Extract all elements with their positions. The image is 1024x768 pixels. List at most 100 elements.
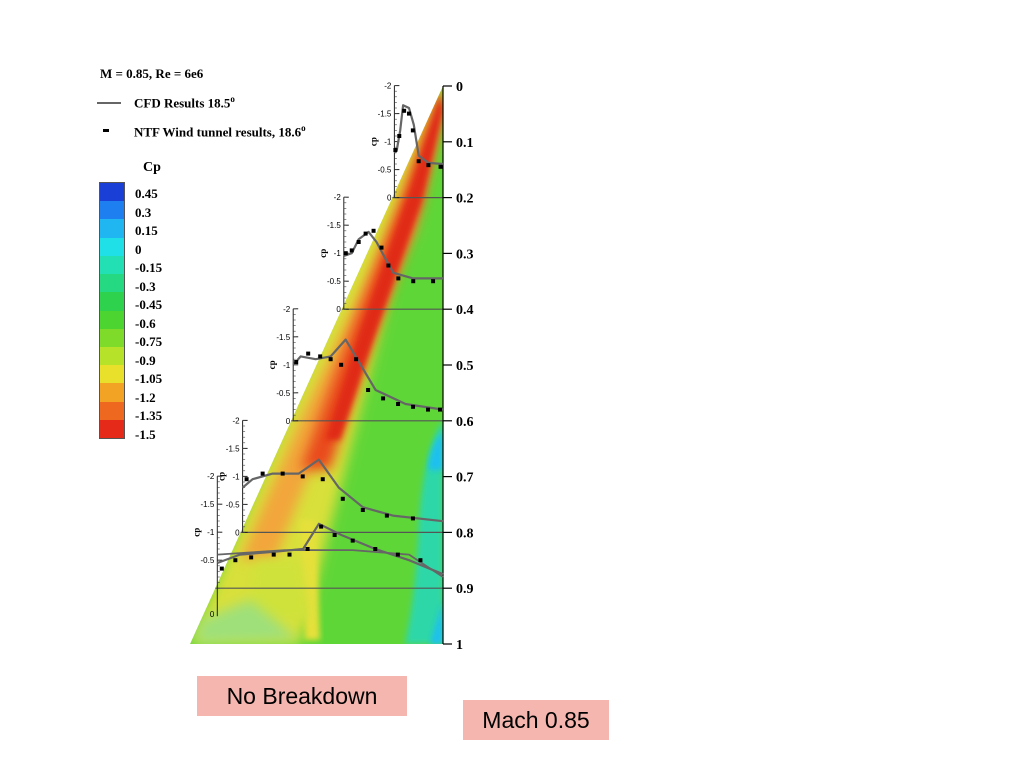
colorbar-band xyxy=(100,201,124,220)
colorbar-band xyxy=(100,255,124,275)
ntf-point xyxy=(371,228,376,233)
ntf-point xyxy=(360,508,365,512)
cp-tick-label: -1 xyxy=(207,528,215,537)
ntf-point xyxy=(438,407,443,412)
legend-header: M = 0.85, Re = 6e6 xyxy=(100,66,204,81)
cp-tick-label: -1 xyxy=(232,472,240,481)
cp-tick-label: -2 xyxy=(232,416,240,425)
ntf-point xyxy=(233,558,238,563)
ntf-point xyxy=(328,357,333,362)
ntf-point xyxy=(418,558,423,563)
cp-tick-label: -2 xyxy=(283,305,291,314)
cfd-line xyxy=(343,230,443,280)
ntf-point xyxy=(318,354,323,359)
eta-tick-label: 0.4 xyxy=(456,303,474,318)
cp-tick-label: 0 xyxy=(286,417,291,426)
cp-axis-label: cp xyxy=(318,249,328,258)
ntf-point xyxy=(363,231,368,236)
eta-tick-label: 0 xyxy=(456,80,463,95)
cp-tick-label: -0.5 xyxy=(378,166,392,175)
ntf-point xyxy=(426,163,431,168)
eta-tick-label: 0.8 xyxy=(456,526,474,541)
cp-axis-label: cp xyxy=(368,137,378,146)
cp-tick-label: -2 xyxy=(334,193,342,202)
eta-tick-label: 0.9 xyxy=(456,582,474,597)
cfd-line xyxy=(241,458,444,523)
eta-tick-label: 0.2 xyxy=(456,192,474,207)
ntf-legend-marker xyxy=(103,129,109,132)
ntf-point xyxy=(416,159,421,164)
cp-tick-label: -2 xyxy=(207,472,215,481)
colorbar-level-label: 0.45 xyxy=(135,186,158,201)
ntf-point xyxy=(410,128,415,133)
eta-tick-label: 0.3 xyxy=(456,247,474,262)
cp-tick-label: -1 xyxy=(384,138,392,147)
colorbar-level-label: -0.9 xyxy=(135,352,156,368)
ntf-point xyxy=(396,402,401,406)
ntf-point xyxy=(393,148,398,152)
colorbar-band xyxy=(100,183,124,202)
cp-tick-label: 0 xyxy=(336,305,341,314)
ntf-point xyxy=(319,524,324,529)
cp-tick-label: 0 xyxy=(387,194,392,203)
ntf-point xyxy=(379,245,384,250)
ntf-point xyxy=(411,279,416,284)
ntf-point xyxy=(294,360,299,364)
cp-tick-label: -0.5 xyxy=(327,277,341,286)
ntf-point xyxy=(343,251,348,256)
colorbar-level-label: -1.2 xyxy=(135,389,156,405)
cp-tick-label: 0 xyxy=(210,610,215,619)
ntf-legend-label: NTF Wind tunnel results, 18.6o xyxy=(134,123,306,140)
colorbar-level-label: -1.05 xyxy=(135,371,163,386)
colorbar-band xyxy=(100,310,124,330)
colorbar-band xyxy=(100,219,124,239)
colorbar-band xyxy=(100,292,124,311)
colorbar-band xyxy=(100,328,124,348)
no-breakdown-label: No Breakdown xyxy=(197,676,407,716)
ntf-point xyxy=(411,404,416,409)
cp-axis-label: cp xyxy=(191,528,201,537)
ntf-point xyxy=(306,351,311,356)
colorbar-title: Cp xyxy=(143,160,161,175)
cp-tick-label: -0.5 xyxy=(276,389,290,398)
ntf-point xyxy=(384,513,389,518)
ntf-point xyxy=(386,263,391,268)
colorbar-level-label: -0.75 xyxy=(135,334,163,349)
ntf-point xyxy=(426,407,431,412)
cp-tick-label: -1.5 xyxy=(276,333,290,342)
ntf-point xyxy=(349,248,354,253)
ntf-point xyxy=(271,552,276,557)
cp-tick-label: -0.5 xyxy=(201,556,215,565)
ntf-point xyxy=(406,111,411,116)
station-plot: -2 -1.5 -1 -0.5 cp 0 xyxy=(191,472,444,619)
ntf-point xyxy=(397,134,402,138)
cp-tick-label: -1 xyxy=(283,361,291,370)
cp-tick-label: -1 xyxy=(334,249,342,258)
cfd-line xyxy=(393,104,444,166)
ntf-point xyxy=(438,164,443,169)
colorbar xyxy=(99,182,125,439)
ntf-point xyxy=(332,533,337,537)
cp-tick-label: -1.5 xyxy=(226,444,240,453)
ntf-point xyxy=(395,552,400,557)
colorbar-band xyxy=(100,383,124,403)
ntf-point xyxy=(354,357,359,362)
cfd-line xyxy=(292,338,444,411)
cp-tick-label: 0 xyxy=(235,528,240,537)
ntf-point xyxy=(305,547,310,551)
colorbar-level-label: -0.45 xyxy=(135,297,163,312)
mach-label: Mach 0.85 xyxy=(463,700,609,740)
eta-tick-label: 0.5 xyxy=(456,359,474,374)
colorbar-level-label: -1.5 xyxy=(135,426,156,442)
colorbar-level-label: 0.15 xyxy=(135,223,158,238)
ntf-point xyxy=(280,471,285,476)
cp-contour-field xyxy=(190,86,443,644)
cfd-legend-line xyxy=(97,102,121,104)
cp-tick-label: -2 xyxy=(384,82,392,91)
cp-axis-label: cp xyxy=(267,360,277,369)
ntf-point xyxy=(431,279,436,284)
colorbar-level-label: -0.3 xyxy=(135,278,156,294)
colorbar-band xyxy=(100,346,124,366)
colorbar-level-label: -0.15 xyxy=(135,260,163,275)
ntf-point xyxy=(260,471,265,476)
